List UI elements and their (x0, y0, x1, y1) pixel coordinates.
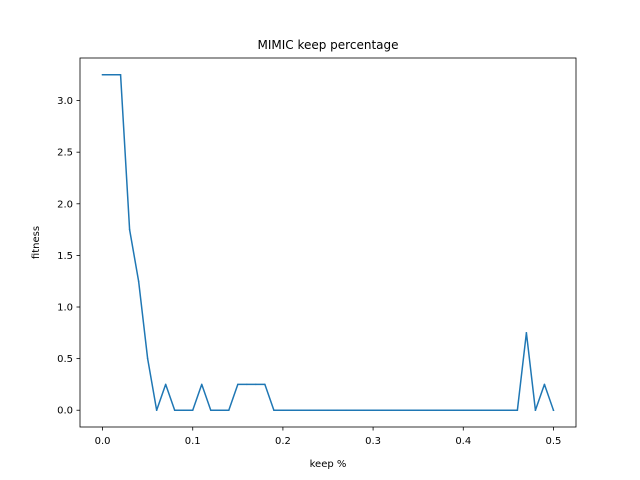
data-point (525, 332, 528, 334)
y-tick-label: 2.5 (57, 148, 73, 159)
data-point (327, 409, 329, 411)
x-tick-label: 0.2 (275, 436, 291, 447)
data-point (173, 409, 176, 411)
data-point (543, 383, 546, 386)
data-point (246, 383, 248, 386)
data-point (444, 409, 446, 411)
data-point (119, 74, 122, 76)
data-point (480, 409, 483, 411)
x-tick-label: 0.5 (546, 436, 562, 447)
data-point (552, 409, 555, 411)
data-point (372, 409, 374, 411)
y-tick-label: 1.0 (57, 303, 73, 314)
data-point (237, 383, 239, 386)
data-point (363, 409, 365, 411)
axes-frame (79, 57, 577, 428)
y-axis-label: fitness (31, 226, 42, 259)
data-point (273, 409, 275, 411)
data-point (282, 409, 284, 411)
data-point (201, 383, 203, 386)
data-point (354, 409, 356, 411)
data-point (219, 409, 221, 411)
data-point (228, 409, 230, 411)
data-point (336, 409, 338, 411)
data-point (137, 280, 140, 282)
data-point (534, 409, 537, 411)
y-tick-label: 2.0 (57, 199, 73, 210)
chart-title: MIMIC keep percentage (257, 38, 398, 52)
data-point (101, 74, 104, 76)
axis-ticks: 0.0 0.1 0.2 0.3 0.4 0.5 0.0 0.5 1.0 1.5 2.0 2.5 3.0 (57, 96, 561, 447)
data-point (471, 409, 474, 411)
y-tick-label: 0.0 (57, 406, 73, 417)
data-point (191, 409, 194, 411)
data-point (255, 383, 257, 386)
x-tick-label: 0.3 (365, 436, 381, 447)
y-tick-label: 1.5 (57, 251, 73, 262)
data-point (453, 409, 455, 411)
data-point (309, 409, 311, 411)
data-point (318, 409, 320, 411)
data-point (426, 409, 428, 411)
x-tick-label: 0.0 (95, 436, 111, 447)
data-point (345, 409, 347, 411)
data-point (417, 409, 419, 411)
data-point (155, 409, 158, 411)
data-point (381, 409, 383, 411)
data-point (489, 409, 492, 411)
data-point (390, 409, 392, 411)
x-tick-label: 0.1 (185, 436, 201, 447)
data-point (210, 409, 212, 411)
data-point (498, 409, 501, 411)
data-point (516, 409, 519, 411)
data-point (291, 409, 293, 411)
x-tick-label: 0.4 (455, 436, 471, 447)
data-point (435, 409, 437, 411)
data-point (507, 409, 510, 411)
data-point (146, 357, 149, 360)
x-axis-label: keep % (310, 459, 347, 470)
data-point (462, 409, 465, 411)
data-point (408, 409, 410, 411)
data-point (300, 409, 302, 411)
plot-area (101, 74, 555, 412)
data-point (128, 228, 131, 231)
y-tick-label: 0.5 (57, 354, 73, 365)
data-point (399, 409, 401, 411)
data-point (182, 409, 185, 411)
data-point (110, 74, 113, 76)
data-point (164, 383, 167, 386)
y-tick-label: 3.0 (57, 96, 73, 107)
data-point (264, 383, 266, 386)
